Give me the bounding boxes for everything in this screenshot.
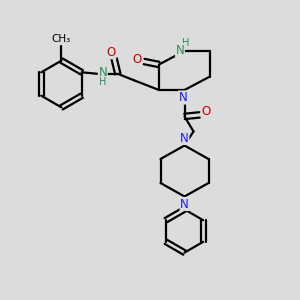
Text: N: N <box>176 44 184 57</box>
Text: H: H <box>182 38 190 48</box>
Text: N: N <box>98 66 107 80</box>
Text: N: N <box>180 197 189 211</box>
Text: O: O <box>202 105 211 119</box>
Text: O: O <box>133 52 142 66</box>
Text: N: N <box>180 131 189 145</box>
Text: N: N <box>178 91 188 104</box>
Text: O: O <box>106 46 116 59</box>
Text: H: H <box>99 77 106 87</box>
Text: CH₃: CH₃ <box>52 34 71 44</box>
